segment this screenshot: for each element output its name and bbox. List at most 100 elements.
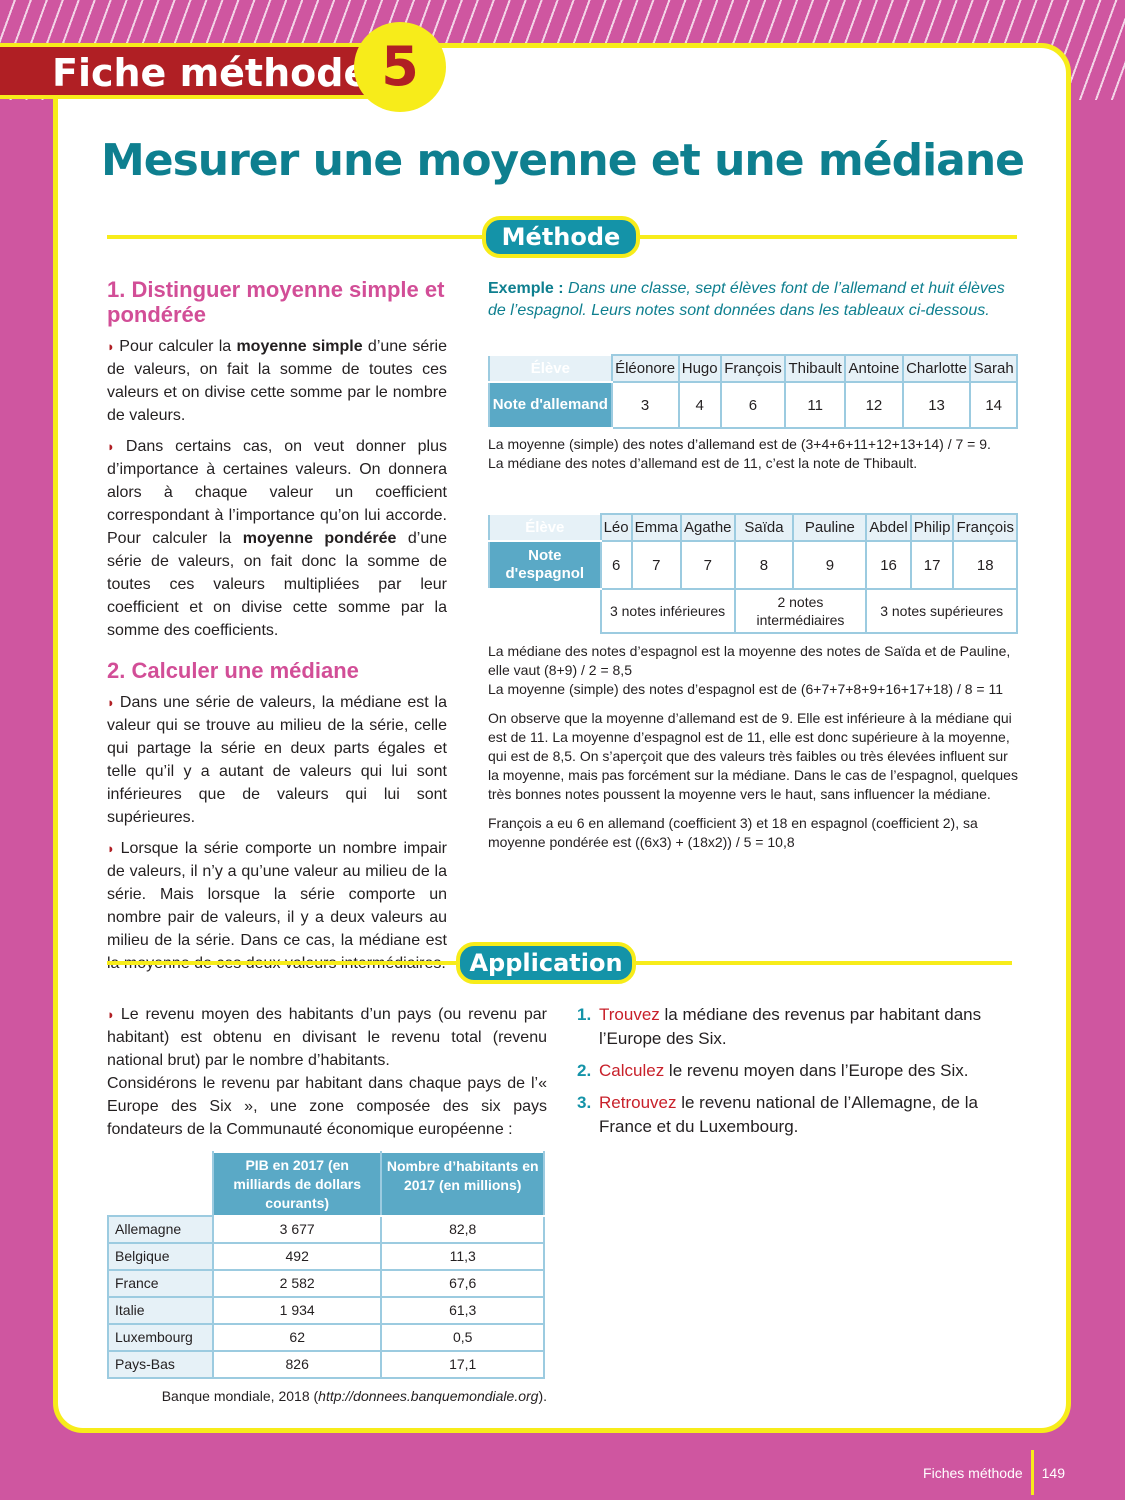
student-name: François [952, 513, 1018, 542]
section-2-title: 2. Calculer une médiane [107, 658, 359, 683]
paragraph: ◗ Lorsque la série comporte un nombre im… [107, 840, 448, 972]
bullet-icon: ◗ [107, 841, 121, 856]
methode-label: Méthode [482, 216, 640, 258]
bullet-icon: ◗ [107, 439, 126, 454]
fiche-number: 5 [354, 22, 446, 112]
value: 82,8 [380, 1215, 545, 1244]
question-text: Trouvez la médiane des revenus par habit… [599, 1003, 1019, 1051]
country: Italie [107, 1296, 214, 1325]
question-number: 2. [577, 1061, 592, 1080]
grade: 6 [599, 540, 633, 590]
grade: 7 [630, 540, 682, 590]
grade: 13 [901, 381, 972, 429]
question-body: le revenu national de l’Allemagne, de la… [599, 1093, 978, 1136]
paragraph: Considérons le revenu par habitant dans … [107, 1075, 547, 1138]
grade: 18 [952, 540, 1018, 590]
country: Pays-Bas [107, 1350, 214, 1379]
value: 826 [211, 1350, 383, 1379]
grade: 9 [792, 540, 868, 590]
question-text: Calculez le revenu moyen dans l’Europe d… [599, 1059, 969, 1083]
paragraph: ◗ Le revenu moyen des habitants d’un pay… [107, 1006, 548, 1069]
student-name: Saïda [733, 513, 795, 542]
grade: 4 [677, 381, 722, 429]
german-mean: La moyenne (simple) des notes d’allemand… [488, 436, 991, 452]
question-body: le revenu moyen dans l’Europe des Six. [664, 1061, 969, 1080]
country: Luxembourg [107, 1323, 214, 1352]
country: Allemagne [107, 1215, 214, 1244]
value: 11,3 [380, 1242, 545, 1271]
student-name: Antoine [844, 354, 904, 383]
value: 17,1 [380, 1350, 545, 1379]
country: Belgique [107, 1242, 214, 1271]
value: 2 582 [211, 1269, 383, 1298]
student-name: Agathe [679, 513, 736, 542]
student-name: Thibault [784, 354, 847, 383]
income-table: PIB en 2017 (en milliards de dollars cou… [107, 1151, 545, 1379]
question-verb: Retrouvez [599, 1093, 677, 1112]
student-name: François [719, 354, 787, 383]
table-row: France 2 582 67,6 [107, 1269, 545, 1298]
grade: 8 [733, 540, 795, 590]
spanish-mean: La moyenne (simple) des notes d’espagnol… [488, 681, 1003, 697]
student-name: Emma [630, 513, 682, 542]
grade: 12 [844, 381, 904, 429]
grade: 3 [610, 381, 680, 429]
source: Banque mondiale, 2018 (http://donnees.ba… [161, 1388, 547, 1404]
question-number: 3. [577, 1093, 592, 1112]
observation: On observe que la moyenne d’allemand est… [488, 710, 1018, 802]
question-number: 1. [577, 1005, 592, 1024]
footer: Fiches méthode 149 [923, 1450, 1065, 1495]
source-link[interactable]: http://donnees.banquemondiale.org [318, 1388, 539, 1404]
example: Exemple : Dans une classe, sept élèves f… [488, 280, 1005, 319]
grade: 6 [719, 381, 787, 429]
question-verb: Calculez [599, 1061, 665, 1080]
question-text: Retrouvez le revenu national de l’Allema… [599, 1091, 1019, 1139]
weighted-example: François a eu 6 en allemand (coefficient… [488, 815, 978, 850]
value: 0,5 [380, 1323, 545, 1352]
application-left-column: ◗ Le revenu moyen des habitants d’un pay… [107, 1003, 547, 1408]
question-verb: Trouvez [599, 1005, 660, 1024]
bullet-icon: ◗ [107, 695, 120, 710]
value: 62 [211, 1323, 383, 1352]
value: 67,6 [380, 1269, 545, 1298]
student-name: Philip [909, 513, 955, 542]
grade: 16 [865, 540, 912, 590]
bullet-icon: ◗ [107, 339, 120, 354]
student-name: Charlotte [901, 354, 972, 383]
grade: 11 [784, 381, 847, 429]
methode-left-column: 1. Distinguer moyenne simple et pondérée… [107, 277, 447, 983]
german-median: La médiane des notes d’allemand est de 1… [488, 455, 918, 471]
question: 1. Trouvez la médiane des revenus par hab… [577, 1003, 1019, 1051]
question: 2. Calculez le revenu moyen dans l’Europe… [577, 1059, 1019, 1083]
table-row: Pays-Bas 826 17,1 [107, 1350, 545, 1379]
question: 3. Retrouvez le revenu national de l’Alle… [577, 1091, 1019, 1139]
grade: 17 [909, 540, 955, 590]
value: 492 [211, 1242, 383, 1271]
student-name: Sarah [969, 354, 1018, 383]
student-name: Léo [599, 513, 633, 542]
spanish-grades-table: Élève Léo Emma Agathe Saïda Pauline Abdel Phili… [488, 513, 1018, 634]
spanish-median: La médiane des notes d’espagnol est la m… [488, 643, 1011, 678]
country: France [107, 1269, 214, 1298]
questions: 1. Trouvez la médiane des revenus par hab… [577, 1003, 1019, 1147]
paragraph: ◗ Pour calculer la moyenne simple d’une … [107, 338, 448, 424]
section-1-title: 1. Distinguer moyenne simple et pondérée [107, 277, 445, 327]
table-row: Luxembourg 62 0,5 [107, 1323, 545, 1352]
methode-right-column: Exemple : Dans une classe, sept élèves f… [488, 278, 1018, 852]
table-row: Belgique 492 11,3 [107, 1242, 545, 1271]
student-name: Pauline [792, 513, 868, 542]
student-name: Éléonore [610, 354, 680, 383]
table-row: Italie 1 934 61,3 [107, 1296, 545, 1325]
fiche-badge: Fiche méthode [0, 43, 380, 99]
paragraph: ◗ Dans certains cas, on veut donner plus… [107, 438, 448, 639]
grade: 14 [969, 381, 1018, 429]
paragraph: ◗ Dans une série de valeurs, la médiane … [107, 694, 447, 826]
question-body: la médiane des revenus par habitant dans… [599, 1005, 982, 1048]
page-number: 149 [1041, 1464, 1065, 1481]
student-name: Hugo [677, 354, 722, 383]
value: 1 934 [211, 1296, 383, 1325]
grade: 7 [679, 540, 736, 590]
value: 61,3 [380, 1296, 545, 1325]
student-name: Abdel [865, 513, 912, 542]
bullet-icon: ◗ [107, 1007, 121, 1022]
